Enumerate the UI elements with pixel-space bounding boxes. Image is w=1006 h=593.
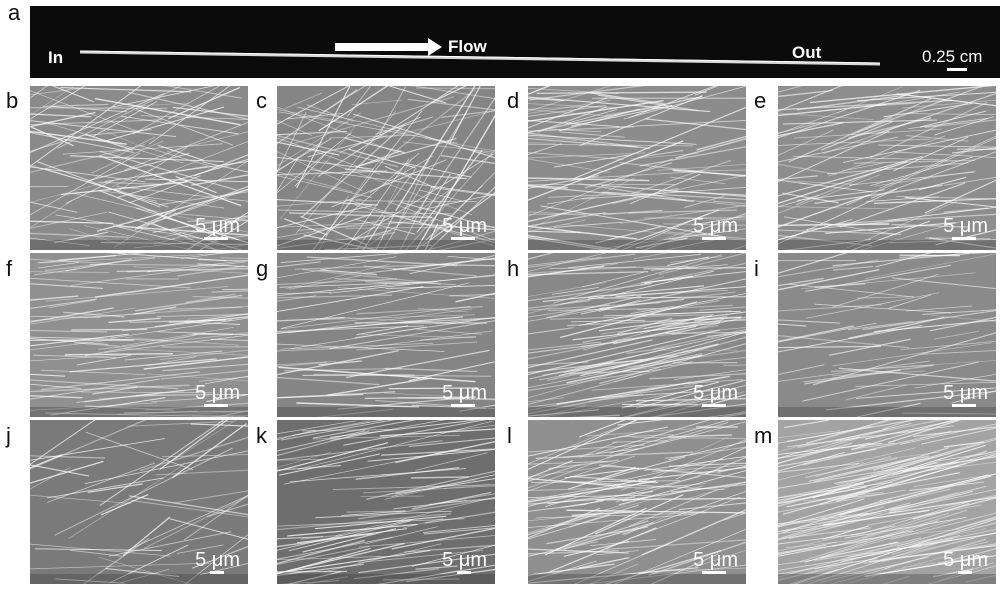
nanowire-texture: [277, 86, 495, 250]
panel-label-d: d: [507, 88, 520, 113]
sem-image-i: 5 μm: [778, 253, 996, 417]
nanowire-texture: [277, 253, 495, 417]
scale-label: 5 μm: [442, 215, 487, 237]
nanowire-texture: [30, 86, 248, 250]
scale-label: 5 μm: [195, 215, 240, 237]
scale-bar: [451, 237, 475, 240]
nanowire-texture: [528, 86, 746, 250]
sem-info-bar: [277, 240, 495, 250]
sem-image-g: 5 μm: [277, 253, 495, 417]
scale-bar: [947, 68, 967, 71]
scale-bar: [457, 571, 471, 574]
out-label: Out: [792, 43, 822, 62]
sem-image-l: 5 μm: [528, 420, 746, 584]
scale-label: 5 μm: [195, 382, 240, 404]
sem-info-bar: [30, 407, 248, 417]
capillary-photo: In Flow Out 0.25 cm: [30, 6, 1000, 78]
sem-info-bar: [778, 240, 996, 250]
panel-label-b: b: [6, 88, 19, 113]
nanowire-texture: [528, 420, 746, 584]
flow-arrow-icon: [335, 38, 442, 56]
scale-bar: [952, 237, 976, 240]
scale-label: 0.25 cm: [922, 47, 983, 66]
scale-label: 5 μm: [943, 382, 988, 404]
scale-bar: [210, 571, 224, 574]
in-label: In: [48, 48, 64, 67]
panel-label-l: l: [507, 423, 512, 448]
sem-info-bar: [778, 407, 996, 417]
nanowire-texture: [277, 420, 495, 584]
scale-bar: [702, 571, 726, 574]
panel-label-m: m: [754, 423, 773, 448]
scale-label: 5 μm: [693, 215, 738, 237]
panel-label-k: k: [256, 423, 267, 448]
sem-info-bar: [528, 574, 746, 584]
scale-bar: [958, 571, 972, 574]
nanowire-texture: [528, 253, 746, 417]
sem-image-f: 5 μm: [30, 253, 248, 417]
scale-label: 5 μm: [693, 382, 738, 404]
scale-bar: [204, 404, 228, 407]
sem-info-bar: [528, 240, 746, 250]
flow-label: Flow: [448, 37, 487, 56]
sem-image-j: 5 μm: [30, 420, 248, 584]
capillary-tube: [79, 38, 967, 71]
sem-image-d: 5 μm: [528, 86, 746, 250]
sem-image-m: 5 μm: [778, 420, 996, 584]
sem-image-c: 5 μm: [277, 86, 495, 250]
panel-label-c: c: [256, 88, 267, 113]
panel-label-g: g: [256, 256, 269, 281]
panel-label-f: f: [6, 256, 13, 281]
sem-info-bar: [277, 574, 495, 584]
panel-label-a: a: [8, 0, 21, 25]
scale-label: 5 μm: [943, 215, 988, 237]
scale-bar: [451, 404, 475, 407]
sem-image-e: 5 μm: [778, 86, 996, 250]
scale-bar: [702, 237, 726, 240]
scale-bar: [204, 237, 228, 240]
panel-label-j: j: [6, 423, 11, 448]
sem-info-bar: [528, 407, 746, 417]
scale-label: 5 μm: [693, 549, 738, 571]
sem-info-bar: [778, 574, 996, 584]
panel-label-h: h: [507, 256, 520, 281]
scale-label: 5 μm: [442, 549, 487, 571]
scale-label: 5 μm: [442, 382, 487, 404]
nanowire-texture: [778, 253, 996, 417]
sem-image-h: 5 μm: [528, 253, 746, 417]
nanowire-texture: [778, 420, 996, 584]
panel-label-i: i: [754, 256, 759, 281]
sem-image-k: 5 μm: [277, 420, 495, 584]
sem-info-bar: [30, 240, 248, 250]
sem-info-bar: [30, 574, 248, 584]
panel-label-e: e: [754, 88, 767, 113]
scale-label: 5 μm: [195, 549, 240, 571]
nanowire-texture: [778, 86, 996, 250]
sem-info-bar: [277, 407, 495, 417]
scale-label: 5 μm: [943, 549, 988, 571]
nanowire-texture: [30, 420, 248, 584]
scale-bar: [702, 404, 726, 407]
nanowire-texture: [30, 253, 248, 417]
scale-bar: [952, 404, 976, 407]
sem-image-b: 5 μm: [30, 86, 248, 250]
